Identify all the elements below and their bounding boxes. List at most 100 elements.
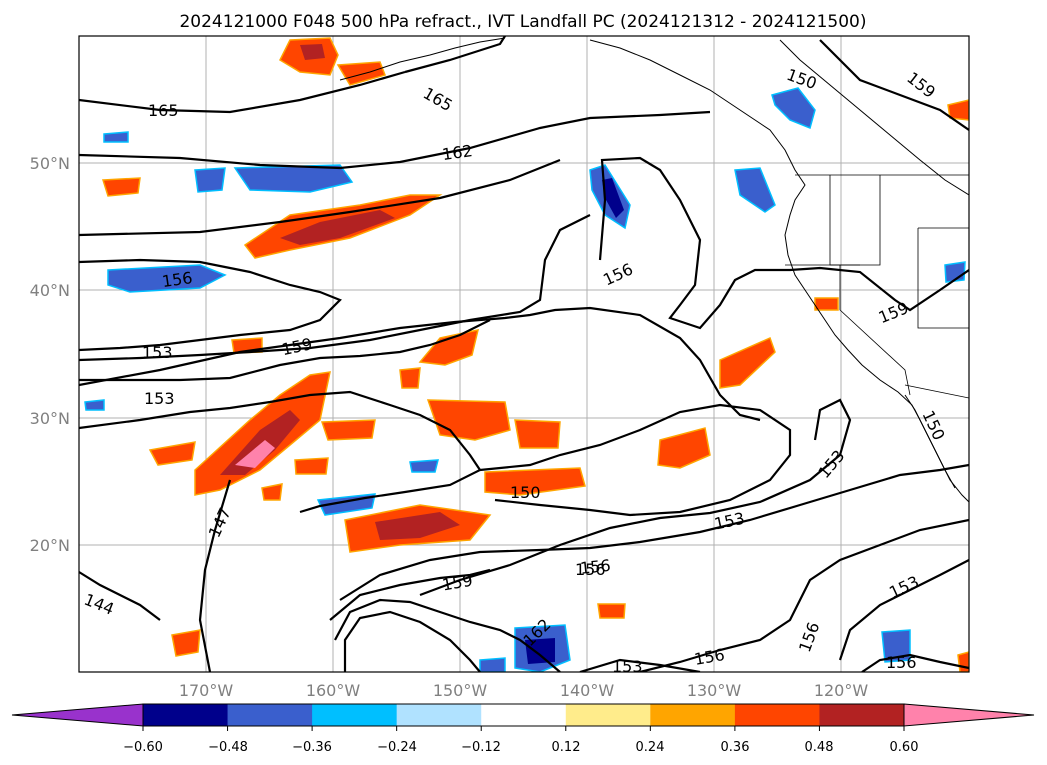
contour-159-mid [79,306,761,422]
contour-150 [79,390,482,514]
positive-patch [957,651,969,672]
state-border [917,227,969,329]
contour-153-bottom [579,658,701,672]
positive-patch [171,629,201,657]
positive-patch [418,329,480,366]
colorbar-frame [142,703,905,727]
colorbar-bin [481,704,567,726]
contour-162-low [334,598,561,672]
contour-153 [79,214,591,362]
figure-title: 2024121000 F048 500 hPa refract., IVT La… [179,12,866,32]
map-frame [78,35,970,673]
positive-patch [148,441,196,466]
positive-patch [597,603,626,619]
baja-coast [904,394,956,489]
contour-lines [79,36,969,672]
contour-159-low [329,568,491,621]
lon-label: 150°W [433,681,488,700]
colorbar [11,703,1035,731]
colorbar-ticks: −0.60 −0.48 −0.36 −0.24 −0.12 0.12 0.24 … [123,740,918,755]
positive-patch [484,467,586,496]
positive-patch [280,210,395,245]
contour-label: 153 [144,389,175,408]
longitude-labels: 170°W 160°W 150°W 140°W 130°W 120°W [179,681,869,700]
colorbar-bin [143,704,229,726]
us-mexico-border [904,384,969,399]
negative-patch [734,167,776,213]
negative-patch [525,638,555,664]
coastlines [339,37,969,503]
negative-patch [107,264,227,293]
lat-label: 40°N [30,281,70,300]
colorbar-bin [565,704,651,726]
lon-label: 130°W [687,681,742,700]
colorbar-bin [650,704,736,726]
contour-156-low [339,463,969,601]
contour-label: 153 [612,657,643,676]
lon-label: 170°W [179,681,234,700]
colorbar-tick-label: −0.48 [208,740,248,755]
colorbar-tick-label: 0.48 [805,740,834,755]
positive-patch [814,297,839,311]
colorbar-bin [227,704,313,726]
contour-label: 156 [886,653,917,672]
negative-patch [84,399,105,411]
negative-patch [194,167,226,193]
positive-patch [375,512,460,540]
colorbar-tick-label: −0.24 [377,740,417,755]
negative-patch [602,178,624,218]
colorbar-tick-label: 0.36 [721,740,750,755]
contour-label: 153 [142,343,173,362]
contour-label: 156 [161,268,194,291]
latitude-labels: 50°N 40°N 30°N 20°N [30,154,70,555]
contour-153-right [838,559,969,661]
lon-label: 140°W [560,681,615,700]
positive-patch [947,99,969,121]
canada-coast [779,39,969,196]
contour-150-b [479,403,792,517]
negative-patch [409,459,439,473]
positive-patch [657,427,711,469]
negative-patch [103,131,129,143]
contour-153-b [79,319,491,382]
colorbar-tick-label: −0.12 [461,740,501,755]
contour-label: 150 [510,483,541,502]
lat-label: 20°N [30,536,70,555]
positive-patch [320,419,376,441]
positive-patch [220,410,300,475]
negative-patch [479,657,506,672]
political-borders [785,174,969,399]
alaska-coast [339,37,506,81]
lon-label: 120°W [814,681,869,700]
contour-label: 165 [148,101,179,120]
positive-patch [514,419,561,449]
positive-patch [399,367,421,389]
positive-patch [261,483,283,501]
map-panel: 165 165 162 159 156 156 153 159 153 159 … [78,35,970,676]
contour-144 [79,571,161,621]
contour-156-loop [598,156,969,330]
colorbar-bin [734,704,820,726]
positive-patch [719,336,776,389]
positive-patch [101,177,141,197]
contour-147 [198,479,232,672]
colorbar-bin [396,704,482,726]
filled-anomaly-patches [84,37,969,672]
colorbar-extend-min [11,703,144,727]
negative-patch [233,164,354,193]
contour-156-left [79,258,342,352]
contour-156-bottom [639,518,969,672]
positive-patch [426,399,511,441]
contour-162 [79,110,711,170]
contour-159-right [819,39,969,131]
contour-label: 162 [441,141,474,164]
negative-patch [771,87,816,130]
contour-153-low [419,398,852,597]
contour-165 [79,70,406,114]
contour-inner-loop [343,610,481,672]
contour-159-upper [79,158,561,237]
contour-165 [404,36,506,74]
state-border [839,265,911,396]
contour-label: 156 [579,556,611,578]
